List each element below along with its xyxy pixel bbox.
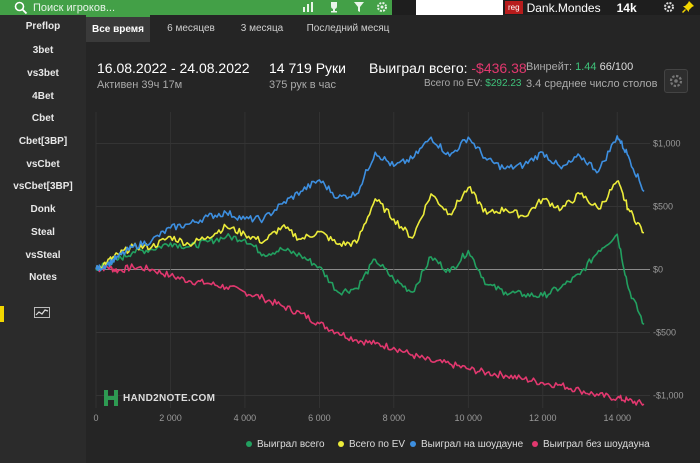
settings-icon[interactable] xyxy=(376,1,388,13)
legend-ev-label: Всего по EV xyxy=(349,438,406,450)
date-range: 16.08.2022 - 24.08.2022 xyxy=(97,60,250,76)
x-tick-label: 4 000 xyxy=(234,413,257,423)
x-tick-label: 8 000 xyxy=(383,413,406,423)
y-tick-label: $0 xyxy=(653,264,663,274)
legend-nonshowdown[interactable]: Выиграл без шоудауна xyxy=(532,437,650,451)
legend-ev-dot xyxy=(338,441,344,447)
search-bar[interactable] xyxy=(0,0,392,15)
total-ev: Всего по EV: $292.23 xyxy=(424,78,521,89)
winnings-graph: $1,000 $500 $0 -$500 -$1,000 0 2 000 4 000 6 00… xyxy=(93,112,684,423)
player-info: reg Dank.Mondes 14k xyxy=(505,0,700,15)
legend-nonshowdown-label: Выиграл без шоудауна xyxy=(543,438,650,450)
filter-icon[interactable] xyxy=(353,1,365,13)
winrate-value: 1.44 xyxy=(575,61,597,73)
hands-per-hour: 375 рук в час xyxy=(269,79,337,91)
trophy-icon[interactable] xyxy=(328,1,340,13)
bar-chart-icon[interactable] xyxy=(302,1,314,13)
total-ev-value: $292.23 xyxy=(485,78,522,89)
y-tick-label: $1,000 xyxy=(653,138,681,148)
active-item-marker xyxy=(0,306,4,322)
series-line xyxy=(95,135,645,272)
avg-tables: 3.4 среднее число столов xyxy=(526,78,658,90)
search-icon xyxy=(14,1,28,14)
series-line xyxy=(95,263,645,406)
sidebar-item-donk[interactable]: Donk xyxy=(30,204,56,215)
x-tick-label: 2 000 xyxy=(159,413,182,423)
y-axis-ticks: $1,000 $500 $0 -$500 -$1,000 xyxy=(653,138,684,400)
winrate-label: Винрейт: xyxy=(526,61,573,73)
y-tick-label: -$500 xyxy=(653,327,676,337)
total-won-label: Выиграл всего: xyxy=(369,60,468,76)
sidebar-item-cbet-3bp[interactable]: Cbet[3BP] xyxy=(18,136,68,147)
pin-icon[interactable] xyxy=(682,1,694,13)
x-tick-label: 14 000 xyxy=(603,413,631,423)
sidebar-item-notes[interactable]: Notes xyxy=(29,272,57,283)
top-blank-area xyxy=(416,0,503,15)
sidebar-item-vscbet[interactable]: vsCbet xyxy=(26,159,60,170)
active-time: Активен 39ч 17м xyxy=(97,79,183,91)
x-tick-label: 12 000 xyxy=(529,413,557,423)
player-name: Dank.Mondes xyxy=(526,0,601,15)
graph-grid xyxy=(95,112,650,408)
legend-showdown[interactable]: Выиграл на шоудауне xyxy=(410,437,523,451)
gear-icon[interactable] xyxy=(663,1,675,13)
total-won: Выиграл всего: -$436.38 xyxy=(369,60,527,76)
legend-won-dot xyxy=(246,441,252,447)
winrate: Винрейт: 1.44 66/100 xyxy=(526,61,633,73)
total-won-value: -$436.38 xyxy=(471,60,527,76)
hands-count: 14 719 Руки xyxy=(269,60,346,76)
gear-icon xyxy=(669,74,683,88)
tab-all-time[interactable]: Все время xyxy=(86,15,150,42)
legend-showdown-dot xyxy=(410,441,416,447)
sidebar-item-4bet[interactable]: 4Bet xyxy=(32,91,54,102)
x-tick-label: 10 000 xyxy=(455,413,483,423)
tab-6-months[interactable]: 6 месяцев xyxy=(167,23,215,34)
series-line xyxy=(95,180,645,270)
y-tick-label: -$1,000 xyxy=(653,390,684,400)
period-tabs: Все время 6 месяцев 3 месяца Последний м… xyxy=(86,15,700,42)
hand2note-logo-icon xyxy=(104,390,118,406)
tab-last-month[interactable]: Последний месяц xyxy=(306,23,390,34)
y-tick-label: $500 xyxy=(653,201,673,211)
summary-stats: 16.08.2022 - 24.08.2022 Активен 39ч 17м … xyxy=(86,42,700,112)
graph-settings-button[interactable] xyxy=(664,69,688,93)
graph-lines xyxy=(95,135,645,406)
search-input[interactable] xyxy=(33,1,193,14)
stats-sidebar: Preflop 3bet vs3bet 4Bet Cbet Cbet[3BP] … xyxy=(0,15,86,463)
sidebar-item-3bet[interactable]: 3bet xyxy=(32,45,54,56)
player-hand-count: 14k xyxy=(616,0,637,15)
tab-3-months[interactable]: 3 месяца xyxy=(240,23,284,34)
top-bar: reg Dank.Mondes 14k xyxy=(0,0,700,15)
sidebar-item-vssteal[interactable]: vsSteal xyxy=(25,250,61,261)
hand2note-logo: HAND2NOTE.COM xyxy=(103,388,215,408)
total-ev-label: Всего по EV: xyxy=(424,78,483,89)
logo-text: HAND2NOTE.COM xyxy=(123,392,216,404)
x-tick-label: 0 xyxy=(93,413,98,423)
series-line xyxy=(95,233,645,326)
legend-nonshowdown-dot xyxy=(532,441,538,447)
player-type-badge: reg xyxy=(505,1,523,14)
legend-won[interactable]: Выиграл всего xyxy=(246,437,325,451)
graph-panel: Все время 6 месяцев 3 месяца Последний м… xyxy=(86,15,700,463)
sidebar-item-cbet[interactable]: Cbet xyxy=(31,113,55,124)
graph-icon[interactable] xyxy=(34,307,50,318)
x-tick-label: 6 000 xyxy=(308,413,331,423)
sidebar-item-preflop[interactable]: Preflop xyxy=(25,21,61,32)
sidebar-item-vs3bet[interactable]: vs3bet xyxy=(27,68,59,79)
legend-ev[interactable]: Всего по EV xyxy=(338,437,405,451)
legend-won-label: Выиграл всего xyxy=(257,438,325,450)
winrate-rest: 66/100 xyxy=(599,61,634,73)
sidebar-item-vscbet-3bp[interactable]: vsCbet[3BP] xyxy=(13,181,73,192)
sidebar-item-steal[interactable]: Steal xyxy=(31,227,55,238)
x-axis-ticks: 0 2 000 4 000 6 000 8 000 10 000 12 000 14 000 xyxy=(93,413,631,423)
legend-showdown-label: Выиграл на шоудауне xyxy=(421,438,524,450)
